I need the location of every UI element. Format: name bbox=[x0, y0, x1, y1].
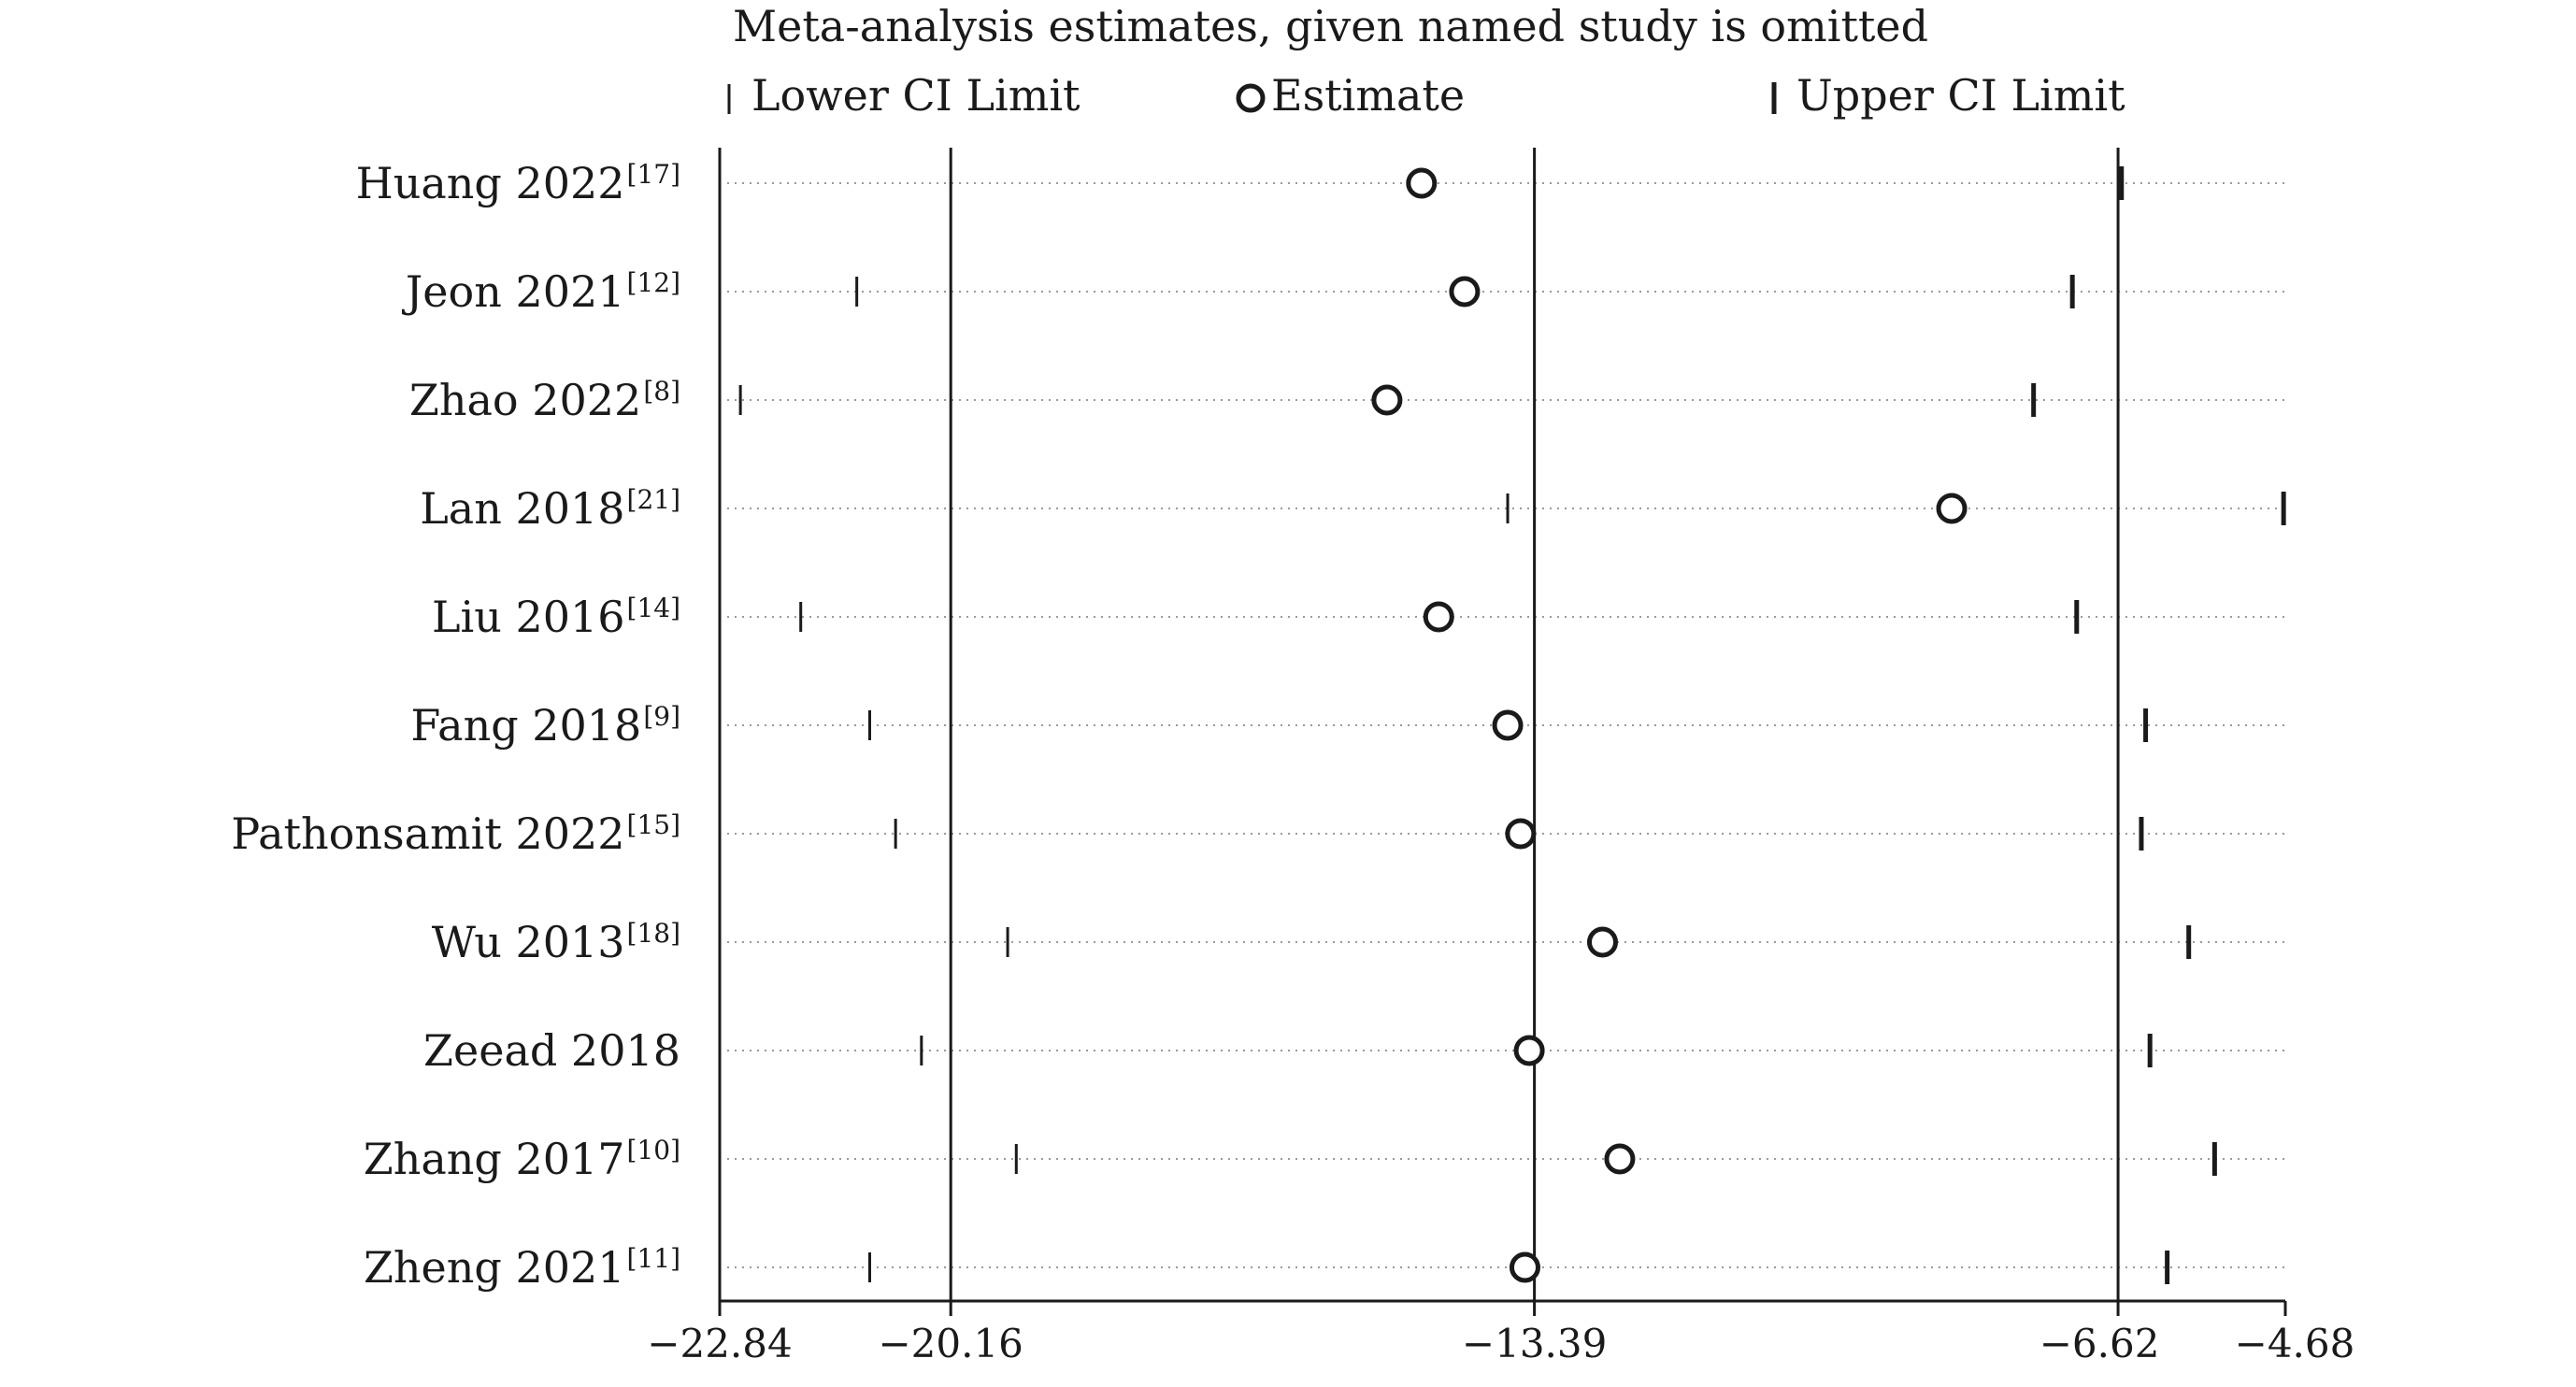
study-marks bbox=[718, 166, 2286, 1284]
estimate-marker bbox=[1423, 601, 1454, 633]
estimate-marker bbox=[1492, 709, 1524, 741]
x-tick-label: −13.39 bbox=[1462, 1321, 1607, 1366]
reference-lines bbox=[949, 148, 2120, 1301]
legend-estimate-marker bbox=[1236, 83, 1266, 113]
estimate-marker bbox=[1406, 167, 1438, 199]
study-label: Pathonsamit 2022[15] bbox=[231, 808, 680, 859]
estimate-marker bbox=[1505, 818, 1537, 850]
chart-title: Meta-analysis estimates, given named stu… bbox=[733, 1, 1928, 51]
estimate-marker bbox=[1604, 1143, 1636, 1175]
study-label: Huang 2022[17] bbox=[356, 158, 680, 208]
legend-lower-ci-label: Lower CI Limit bbox=[751, 70, 1080, 121]
estimate-marker bbox=[1449, 276, 1481, 307]
study-label: Jeon 2021[12] bbox=[402, 266, 680, 317]
x-tick-label: −6.62 bbox=[2039, 1321, 2160, 1366]
estimate-marker bbox=[1371, 384, 1403, 416]
study-label: Fang 2018[9] bbox=[410, 700, 680, 751]
study-label: Zhao 2022[8] bbox=[409, 375, 680, 425]
study-label: Zhang 2017[10] bbox=[364, 1134, 680, 1184]
x-tick-label: −4.68 bbox=[2235, 1321, 2355, 1366]
study-label: Lan 2018[21] bbox=[420, 483, 680, 534]
study-labels: Huang 2022[17] Jeon 2021[12] Zhao 2022[8] L… bbox=[231, 158, 680, 1293]
legend-estimate-label: Estimate bbox=[1271, 70, 1465, 121]
study-label: Zheng 2021[11] bbox=[364, 1242, 680, 1293]
estimate-marker bbox=[1586, 926, 1618, 958]
estimate-marker bbox=[1509, 1251, 1540, 1283]
x-tick-label: −22.84 bbox=[647, 1321, 792, 1366]
legend: Lower CI Limit Estimate Upper CI Limit bbox=[727, 70, 2125, 121]
study-label: Zeead 2018 bbox=[423, 1025, 680, 1076]
x-axis-ticks: −22.84 −20.16 −13.39 −6.62 −4.68 bbox=[647, 1301, 2354, 1366]
legend-upper-ci-label: Upper CI Limit bbox=[1796, 70, 2125, 121]
study-label: Wu 2013[18] bbox=[432, 917, 680, 967]
estimate-marker bbox=[1936, 493, 1968, 524]
estimate-marker bbox=[1513, 1035, 1545, 1066]
x-tick-label: −20.16 bbox=[878, 1321, 1023, 1366]
study-label: Liu 2016[14] bbox=[432, 592, 680, 642]
